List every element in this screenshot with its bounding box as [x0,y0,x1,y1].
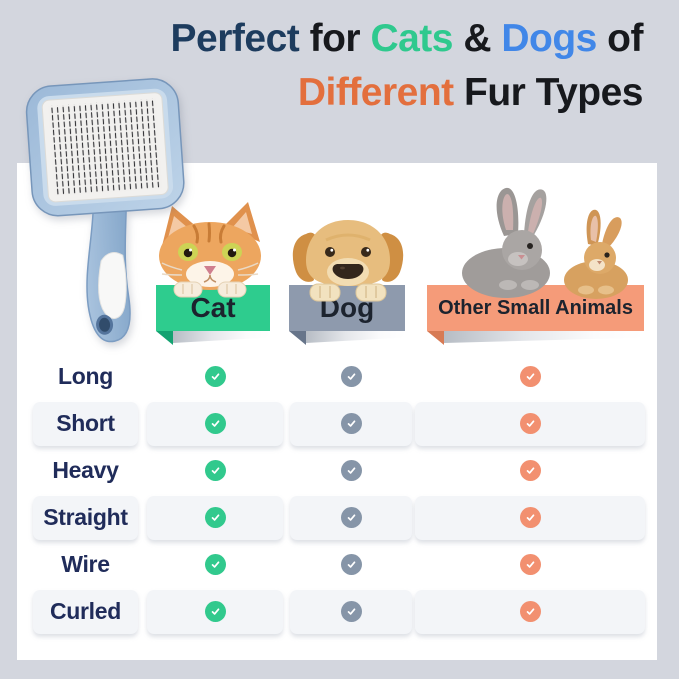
cat-check-cell [147,589,283,634]
table-row: Wire [33,541,645,588]
row-label-cell: Long [33,355,138,399]
fur-type-label: Long [58,363,113,389]
other-check-cell [415,449,645,493]
cat-check-cell [147,495,283,540]
check-icon [519,413,541,434]
check-icon [340,366,362,387]
dog-check-cell [290,543,412,587]
table-row: Heavy [33,447,645,494]
dog-image [292,220,404,302]
fur-type-label: Curled [49,598,122,624]
title-word: & [453,17,502,60]
check-icon [340,413,362,434]
page-title: Perfect for Cats & Dogs of Different Fur… [60,12,644,120]
title-word: Different [297,71,454,114]
row-label-cell: Wire [33,543,138,587]
check-icon [204,366,226,387]
row-label-cell: Short [33,401,138,446]
table-row: Curled [33,588,645,635]
title-word: for [309,17,371,60]
title-word: Perfect [170,17,310,60]
cat-check-cell [147,401,283,446]
table-row: Straight [33,494,645,541]
page-title-line1: Perfect for Cats & Dogs of [60,12,644,66]
check-icon [340,554,362,575]
check-icon [204,413,226,434]
check-icon [204,601,226,622]
dog-check-cell [290,355,412,399]
fur-type-label: Short [56,410,115,436]
check-icon [204,460,226,481]
rabbits-image [462,187,628,299]
cat-check-cell [147,355,283,399]
title-word: Cats [370,17,453,60]
column-label: Other Small Animals [438,296,633,319]
check-icon [519,554,541,575]
other-check-cell [415,401,645,446]
page-title-line2: Different Fur Types [60,66,644,120]
check-icon [519,601,541,622]
other-check-cell [415,355,645,399]
dog-check-cell [290,449,412,493]
fur-type-label: Heavy [52,457,119,483]
cat-image [159,202,261,298]
check-icon [204,507,226,528]
title-word: Dogs [501,17,597,60]
table-row: Short [33,400,645,447]
dog-check-cell [290,495,412,540]
other-check-cell [415,543,645,587]
column-header-other-small-animals: Other Small Animals [427,285,644,345]
check-icon [519,507,541,528]
row-label-cell: Curled [33,589,138,634]
table-row: Long [33,353,645,400]
title-word: of [596,17,643,60]
other-check-cell [415,589,645,634]
dog-check-cell [290,401,412,446]
slicker-brush-image [25,78,185,343]
check-icon [204,554,226,575]
title-word: Fur Types [453,71,644,114]
check-icon [340,601,362,622]
check-icon [519,366,541,387]
fur-type-label: Wire [61,551,110,577]
check-icon [340,460,362,481]
cat-check-cell [147,543,283,587]
other-check-cell [415,495,645,540]
row-label-cell: Heavy [33,449,138,493]
dog-check-cell [290,589,412,634]
row-label-cell: Straight [33,495,138,540]
fur-type-label: Straight [43,504,128,530]
fur-table: Long Short [33,353,645,635]
check-icon [519,460,541,481]
cat-check-cell [147,449,283,493]
check-icon [340,507,362,528]
